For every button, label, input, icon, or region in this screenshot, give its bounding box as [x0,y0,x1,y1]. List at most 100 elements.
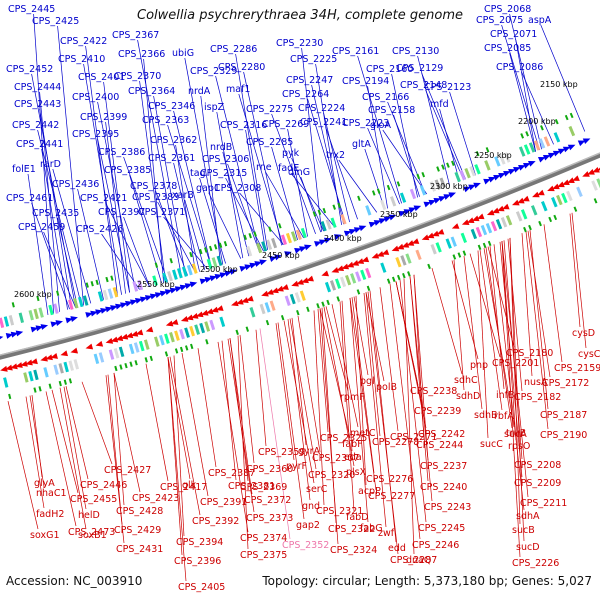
gene-label-bottom[interactable]: CPS_2387 [208,468,255,479]
gene-label-bottom[interactable]: CPS_2245 [418,523,465,534]
gene-label-top[interactable]: CPS_2422 [60,36,107,47]
gene-label-top[interactable]: dinG [288,167,310,178]
gene-label-top[interactable]: CPS_2366 [118,49,165,60]
gene-label-bottom[interactable]: helD [78,510,100,521]
gene-label-top[interactable]: CPS_2241 [300,117,347,128]
gene-label-top[interactable]: CPS_2075 [476,15,523,26]
gene-label-top[interactable]: CPS_2158 [368,105,415,116]
gene-label-bottom[interactable]: dnaQ [406,555,431,566]
gene-label-top[interactable]: CPS_2386 [98,147,145,158]
gene-label-bottom[interactable]: CPS_2240 [420,482,467,493]
gene-label-top[interactable]: CPS_2445 [8,4,55,15]
gene-label-bottom[interactable]: fabG [360,523,383,534]
gene-label-bottom[interactable]: eda [344,452,362,463]
gene-label-top[interactable]: pyk [282,148,300,159]
gene-label-top[interactable]: CPS_2364 [128,86,175,97]
gene-label-top[interactable]: CPS_2148 [400,80,447,91]
gene-label-top[interactable]: CPS_2385 [104,165,151,176]
gene-label-top[interactable]: CPS_2068 [484,4,531,15]
gene-label-top[interactable]: CPS_2426 [76,224,123,235]
gene-label-bottom[interactable]: CPS_2172 [542,378,589,389]
gene-label-top[interactable]: CPS_2194 [342,76,389,87]
gene-label-bottom[interactable]: gnd [302,501,320,512]
gene-label-bottom[interactable]: CPS_2242 [418,429,465,440]
gene-label-top[interactable]: CPS_2444 [14,82,61,93]
gene-label-bottom[interactable]: glk [182,480,197,491]
gene-label-bottom[interactable]: rpmF [340,392,365,403]
gene-label-bottom[interactable]: fabF [342,439,363,450]
gene-label-bottom[interactable]: sdhA [516,511,540,522]
gene-label-top[interactable]: fadE [278,163,299,174]
gene-label-bottom[interactable]: CPS_2373 [246,513,293,524]
gene-label-top[interactable]: folE1 [12,164,36,175]
gene-label-bottom[interactable]: soxB1 [78,530,107,541]
gene-label-top[interactable]: CPS_2452 [6,64,53,75]
gene-label-top[interactable]: CPS_2383 [132,192,179,203]
gene-label-bottom[interactable]: CPS_2455 [70,494,117,505]
gene-label-bottom[interactable]: CPS_2391 [200,497,247,508]
gene-label-bottom[interactable]: CPS_2320 [308,470,355,481]
gene-label-top[interactable]: CPS_2264 [282,89,329,100]
gene-label-top[interactable]: CPS_2329 [190,66,237,77]
gene-label-top[interactable]: rne [256,162,272,173]
gene-label-top[interactable]: rarD [40,159,61,170]
gene-label-bottom[interactable]: cysD [572,328,595,339]
gene-label-bottom[interactable]: CPS_2278 [372,437,419,448]
gene-label-bottom[interactable]: CPS_2237 [420,461,467,472]
gene-label-bottom[interactable]: polB [376,382,397,393]
gene-label-bottom[interactable]: gyrA [298,446,321,457]
gene-label-bottom[interactable]: CPS_2396 [174,556,221,567]
gene-label-bottom[interactable]: soxG1 [30,530,60,541]
gene-label-bottom[interactable]: edd [388,543,406,554]
gene-label-bottom[interactable]: CPS_2276 [366,474,413,485]
gene-label-top[interactable]: CPS_2275 [246,104,293,115]
gene-label-top[interactable]: CPS_2421 [80,193,127,204]
gene-label-bottom[interactable]: sucA [504,429,527,440]
gene-label-top[interactable]: CPS_2361 [148,153,195,164]
gene-label-top[interactable]: CPS_2395 [72,129,119,140]
gene-label-top[interactable]: nrdA [188,86,211,97]
gene-label-bottom[interactable]: CPS_2352 [282,540,329,551]
gene-label-bottom[interactable]: CPS_2287 [390,555,437,566]
gene-label-bottom[interactable]: CPS_2321 [316,506,363,517]
gene-label-bottom[interactable]: CPS_2208 [514,460,561,471]
gene-label-bottom[interactable]: CPS_2239 [414,406,461,417]
gene-label-bottom[interactable]: glyA [34,478,55,489]
gene-label-top[interactable]: CPS_2397 [98,207,145,218]
gene-label-bottom[interactable]: CPS_2369 [240,482,287,493]
gene-label-top[interactable]: CPS_2285 [246,137,293,148]
gene-label-top[interactable]: tag [190,168,206,179]
gene-label-top[interactable]: CPS_2123 [424,82,471,93]
gene-label-top[interactable]: CPS_2085 [484,43,531,54]
gene-label-top[interactable]: CPS_2436 [52,179,99,190]
gene-label-bottom[interactable]: acpP [358,486,381,497]
gene-label-bottom[interactable]: CPS_2405 [178,582,225,593]
gene-label-bottom[interactable]: CPS_2431 [116,544,163,555]
gene-label-bottom[interactable]: CPS_2226 [512,558,559,569]
gene-label-bottom[interactable]: nhaC1 [36,488,67,499]
gene-label-bottom[interactable]: CPS_2473 [68,527,115,538]
gene-label-bottom[interactable]: rpsO [508,441,530,452]
gene-label-top[interactable]: CPS_2086 [496,62,543,73]
gene-label-top[interactable]: CPS_2459 [18,222,65,233]
gene-label-bottom[interactable]: CPS_2359 [258,447,305,458]
gene-label-top[interactable]: CPS_2401 [78,72,125,83]
gene-label-bottom[interactable]: CPS_2417 [160,482,207,493]
gene-label-bottom[interactable]: CPS_2209 [514,478,561,489]
gene-label-bottom[interactable]: CPS_2182 [514,392,561,403]
gene-label-top[interactable]: CPS_2280 [218,62,265,73]
gene-label-top[interactable]: CPS_2441 [16,139,63,150]
gene-label-bottom[interactable]: CPS_2427 [104,465,151,476]
gene-label-bottom[interactable]: CPS_2446 [80,480,127,491]
gene-label-top[interactable]: CPS_2363 [142,115,189,126]
gene-label-top[interactable]: CPS_2346 [148,101,195,112]
gene-label-top[interactable]: CPS_2371 [138,207,185,218]
gene-label-bottom[interactable]: CPS_2325 [320,433,367,444]
gene-label-bottom[interactable]: CPS_2238 [410,386,457,397]
gene-label-top[interactable]: gltA [352,139,371,150]
gene-label-bottom[interactable]: CPS_2360 [246,464,293,475]
gene-label-bottom[interactable]: CPS_2324 [330,545,377,556]
gene-label-top[interactable]: CPS_2286 [210,44,257,55]
gene-label-top[interactable]: CPS_2315 [200,168,247,179]
gene-label-bottom[interactable]: CPS_2381 [228,481,275,492]
